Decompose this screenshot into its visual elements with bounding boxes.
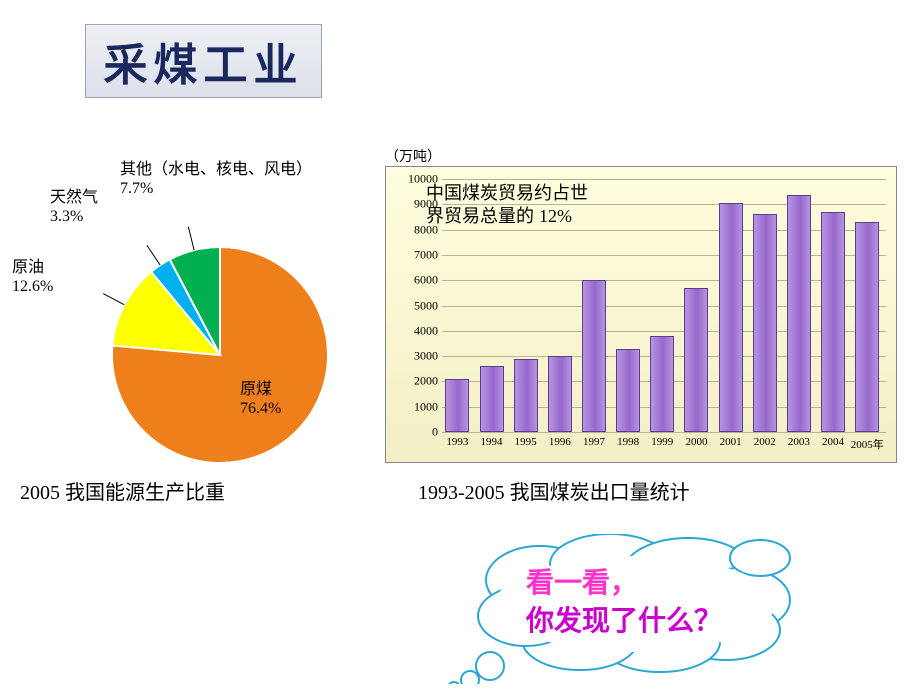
ytick: 0 bbox=[388, 425, 442, 440]
ytick: 2000 bbox=[388, 374, 442, 389]
bar-2003 bbox=[787, 195, 811, 432]
xtick: 1997 bbox=[583, 436, 605, 448]
gridline bbox=[442, 432, 886, 433]
xtick: 2000 bbox=[685, 436, 707, 448]
ytick: 3000 bbox=[388, 349, 442, 364]
bar-2000 bbox=[684, 288, 708, 432]
bar-2005 bbox=[855, 222, 879, 432]
xtick: 2002 bbox=[754, 436, 776, 448]
pie-label-天然气: 天然气3.3% bbox=[50, 188, 98, 226]
bar-1999 bbox=[650, 336, 674, 432]
pie-caption: 2005 我国能源生产比重 bbox=[20, 476, 225, 505]
bar-1993 bbox=[445, 379, 469, 432]
bar-annot-pct: 12% bbox=[539, 206, 572, 226]
xtick: 1995 bbox=[515, 436, 537, 448]
gridline bbox=[442, 280, 886, 281]
bar-1995 bbox=[514, 359, 538, 432]
ytick: 1000 bbox=[388, 399, 442, 414]
bar-2002 bbox=[753, 214, 777, 432]
xtick: 1994 bbox=[481, 436, 503, 448]
gridline bbox=[442, 306, 886, 307]
cloud-line2: 你发现了什么？ bbox=[526, 605, 722, 636]
ytick: 6000 bbox=[388, 273, 442, 288]
cloud-text: 看一看， 你发现了什么？ bbox=[526, 564, 722, 640]
gridline bbox=[442, 255, 886, 256]
xtick: 1993 bbox=[446, 436, 468, 448]
bar-annotation: 中国煤炭贸易约占世 界贸易总量的 12% bbox=[426, 182, 588, 229]
xtick: 1998 bbox=[617, 436, 639, 448]
bar-caption: 1993-2005 我国煤炭出口量统计 bbox=[418, 476, 690, 505]
page-title-box: 采煤工业 bbox=[85, 24, 322, 98]
gridline bbox=[442, 179, 886, 180]
bar-unit: （万吨） bbox=[385, 146, 441, 166]
page-title: 采煤工业 bbox=[104, 29, 304, 93]
cloud-line1: 看一看， bbox=[526, 567, 638, 598]
ytick: 5000 bbox=[388, 298, 442, 313]
bar-1994 bbox=[480, 366, 504, 432]
xtick: 1996 bbox=[549, 436, 571, 448]
pie-label-原煤: 原煤76.4% bbox=[240, 380, 281, 418]
bar-2001 bbox=[719, 203, 743, 432]
bar-1998 bbox=[616, 349, 640, 432]
xtick: 2001 bbox=[720, 436, 742, 448]
xtick: 2003 bbox=[788, 436, 810, 448]
gridline bbox=[442, 331, 886, 332]
bar-1996 bbox=[548, 356, 572, 432]
ytick: 7000 bbox=[388, 247, 442, 262]
xtick: 2004 bbox=[822, 436, 844, 448]
pie-label-其他: 其他（水电、核电、风电）7.7% bbox=[120, 160, 312, 198]
bar-1997 bbox=[582, 280, 606, 432]
bar-annot-line2: 界贸易总量的 bbox=[426, 206, 534, 226]
gridline bbox=[442, 230, 886, 231]
bar-annot-line1: 中国煤炭贸易约占世 bbox=[426, 183, 588, 203]
xtick: 2005年 bbox=[851, 436, 884, 452]
thought-cloud: 看一看， 你发现了什么？ bbox=[430, 534, 810, 684]
pie-label-原油: 原油12.6% bbox=[12, 258, 53, 296]
xtick: 1999 bbox=[651, 436, 673, 448]
bar-2004 bbox=[821, 212, 845, 432]
ytick: 4000 bbox=[388, 323, 442, 338]
